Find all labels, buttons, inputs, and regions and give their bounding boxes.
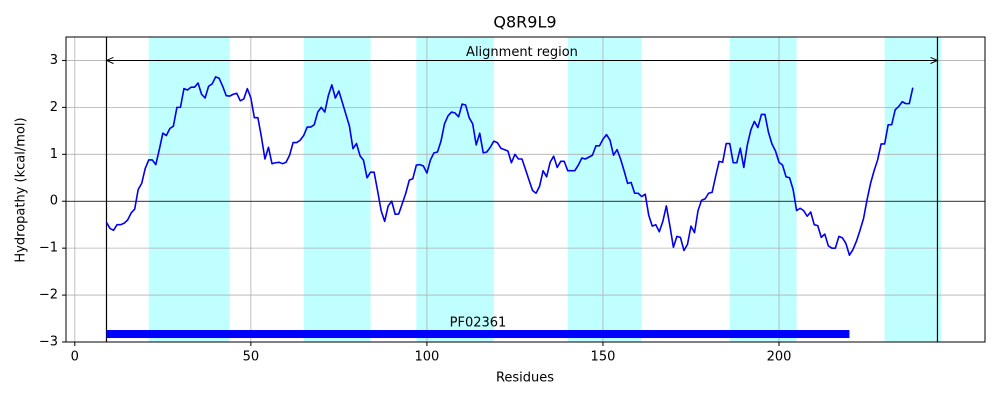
plot-frame	[65, 36, 986, 343]
hydropathy-line	[105, 76, 914, 256]
x-tick-label: 50	[243, 350, 260, 365]
x-tick-label: 0	[71, 350, 79, 365]
x-tick-label: 150	[591, 350, 616, 365]
region	[303, 37, 371, 342]
y-tick-label: −3	[39, 335, 58, 350]
domain-bar	[106, 330, 850, 339]
y-tick-label: −1	[39, 241, 58, 256]
y-tick-label: 3	[50, 53, 58, 68]
y-tick-label: 1	[50, 147, 58, 162]
region	[416, 37, 494, 342]
region	[148, 37, 230, 342]
x-axis-label: Residues	[496, 371, 554, 386]
chart-title: Q8R9L9	[493, 13, 556, 32]
y-tick-label: 2	[50, 100, 58, 115]
region	[884, 37, 941, 342]
domain-label: PF02361	[450, 316, 507, 331]
y-axis-label: Hydropathy (kcal/mol)	[14, 117, 29, 262]
region	[567, 37, 642, 342]
x-tick-label: 100	[414, 350, 439, 365]
alignment-label: Alignment region	[466, 45, 578, 60]
y-tick-label: −2	[39, 288, 58, 303]
region	[729, 37, 797, 342]
x-tick-label: 200	[767, 350, 792, 365]
y-tick-label: 0	[50, 194, 58, 209]
